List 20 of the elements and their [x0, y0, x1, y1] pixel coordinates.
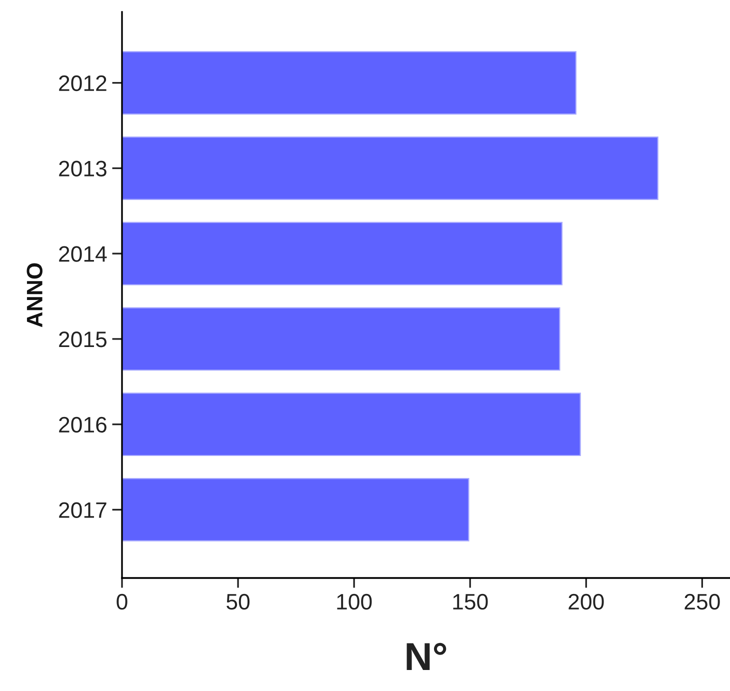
x-tick-label: 0 [116, 594, 128, 610]
bar [122, 307, 560, 371]
y-tick-label: 2014 [59, 246, 107, 262]
x-tick-label: 250 [684, 594, 720, 610]
y-tick-label: 2015 [59, 332, 106, 348]
y-tick-label: 2012 [59, 75, 106, 92]
bar [122, 478, 470, 542]
y-tick-label: 2013 [59, 160, 106, 176]
bar [122, 222, 563, 286]
x-tick-label: 50 [226, 594, 250, 610]
bar [122, 51, 576, 115]
bar [122, 136, 658, 200]
x-axis-title: N° [406, 642, 446, 670]
y-tick-label: 2017 [59, 502, 106, 518]
x-tick-label: 150 [453, 594, 488, 610]
y-axis-title: ANNO [26, 263, 42, 328]
x-tick-label: 100 [337, 594, 372, 610]
bar [122, 392, 581, 456]
x-tick-label: 200 [568, 594, 604, 610]
y-tick-label: 2016 [59, 416, 106, 433]
